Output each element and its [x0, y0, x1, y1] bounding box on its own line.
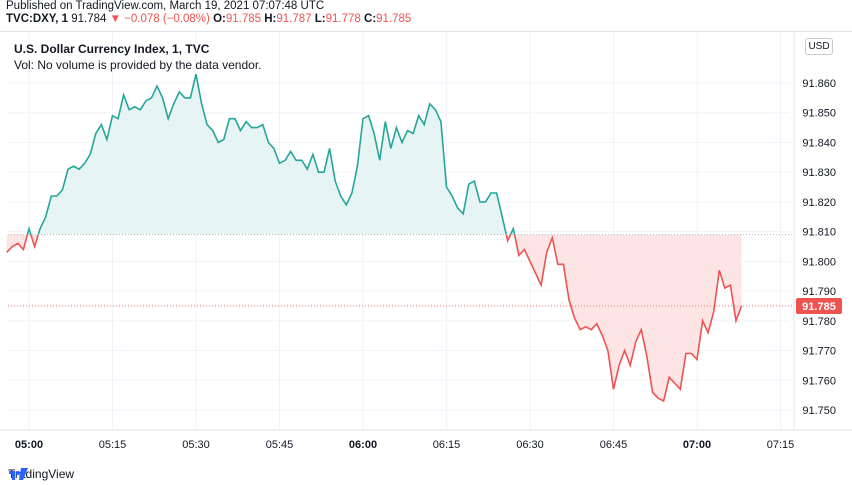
x-tick-label: 07:00 — [683, 439, 711, 451]
y-tick-label: 91.770 — [802, 346, 836, 358]
volume-note: Vol: No volume is provided by the data v… — [14, 58, 262, 72]
y-tick-label: 91.780 — [802, 316, 836, 328]
y-tick-label: 91.800 — [802, 256, 836, 268]
ohlc-header: TVC:DXY, 1 91.784 ▼ −0.078 (−0.08%) O:91… — [6, 13, 411, 25]
price-change: −0.078 (−0.08%) — [124, 13, 210, 25]
series-lines — [6, 73, 743, 403]
y-tick-label: 91.760 — [802, 375, 836, 387]
x-tick-label: 05:15 — [99, 439, 127, 451]
series-line-up — [26, 73, 516, 235]
reference-lines: 91.785 — [8, 234, 842, 314]
currency-button[interactable]: USD — [805, 38, 833, 55]
x-tick-label: 06:00 — [349, 439, 377, 451]
y-tick-label: 91.750 — [802, 405, 836, 417]
x-tick-label: 05:00 — [15, 439, 43, 451]
x-tick-label: 06:30 — [516, 439, 544, 451]
last-price: 91.784 — [71, 13, 107, 25]
low-label: L: — [314, 13, 326, 25]
last-price-badge — [796, 297, 842, 314]
open-label: O: — [213, 13, 226, 25]
published-caption: Published on TradingView.com, March 19, … — [6, 0, 325, 12]
y-tick-label: 91.840 — [802, 137, 836, 149]
tradingview-logo-icon — [9, 468, 28, 480]
symbol-label: TVC:DXY, 1 — [6, 13, 68, 25]
high-value: 91.787 — [276, 13, 312, 25]
time-axis: 05:00 05:15 05:30 05:45 06:00 06:15 06:30 06:45… — [0, 429, 852, 451]
close-value: 91.785 — [376, 13, 412, 25]
y-tick-label: 91.790 — [802, 286, 836, 298]
last-price-label: 91.785 — [802, 301, 836, 313]
chart-frame — [0, 31, 852, 462]
y-tick-label: 91.860 — [802, 78, 836, 90]
x-tick-label: 06:45 — [600, 439, 628, 451]
y-tick-label: 91.820 — [802, 197, 836, 209]
open-value: 91.785 — [225, 13, 262, 25]
high-label: H: — [264, 13, 277, 25]
y-tick-label: 91.830 — [802, 167, 836, 179]
low-value: 91.778 — [325, 13, 361, 25]
area-fills — [6, 74, 742, 402]
x-tick-label: 05:45 — [266, 439, 294, 451]
x-tick-label: 07:15 — [767, 439, 795, 451]
footer-brand[interactable]: TradingView — [8, 467, 74, 481]
price-axis: 91.860 91.850 91.840 91.830 91.820 91.810 91.8… — [793, 32, 836, 430]
series-legend-title: U.S. Dollar Currency Index, 1, TVC — [14, 42, 210, 56]
close-label: C: — [364, 13, 377, 25]
series-line-down — [6, 234, 743, 403]
area-fill-below — [6, 234, 742, 402]
y-tick-label: 91.810 — [802, 227, 836, 239]
y-tick-label: 91.850 — [802, 108, 836, 120]
x-tick-label: 06:15 — [433, 439, 461, 451]
x-tick-label: 05:30 — [182, 439, 210, 451]
area-fill-above — [6, 74, 742, 235]
down-arrow-icon: ▼ — [109, 13, 121, 25]
